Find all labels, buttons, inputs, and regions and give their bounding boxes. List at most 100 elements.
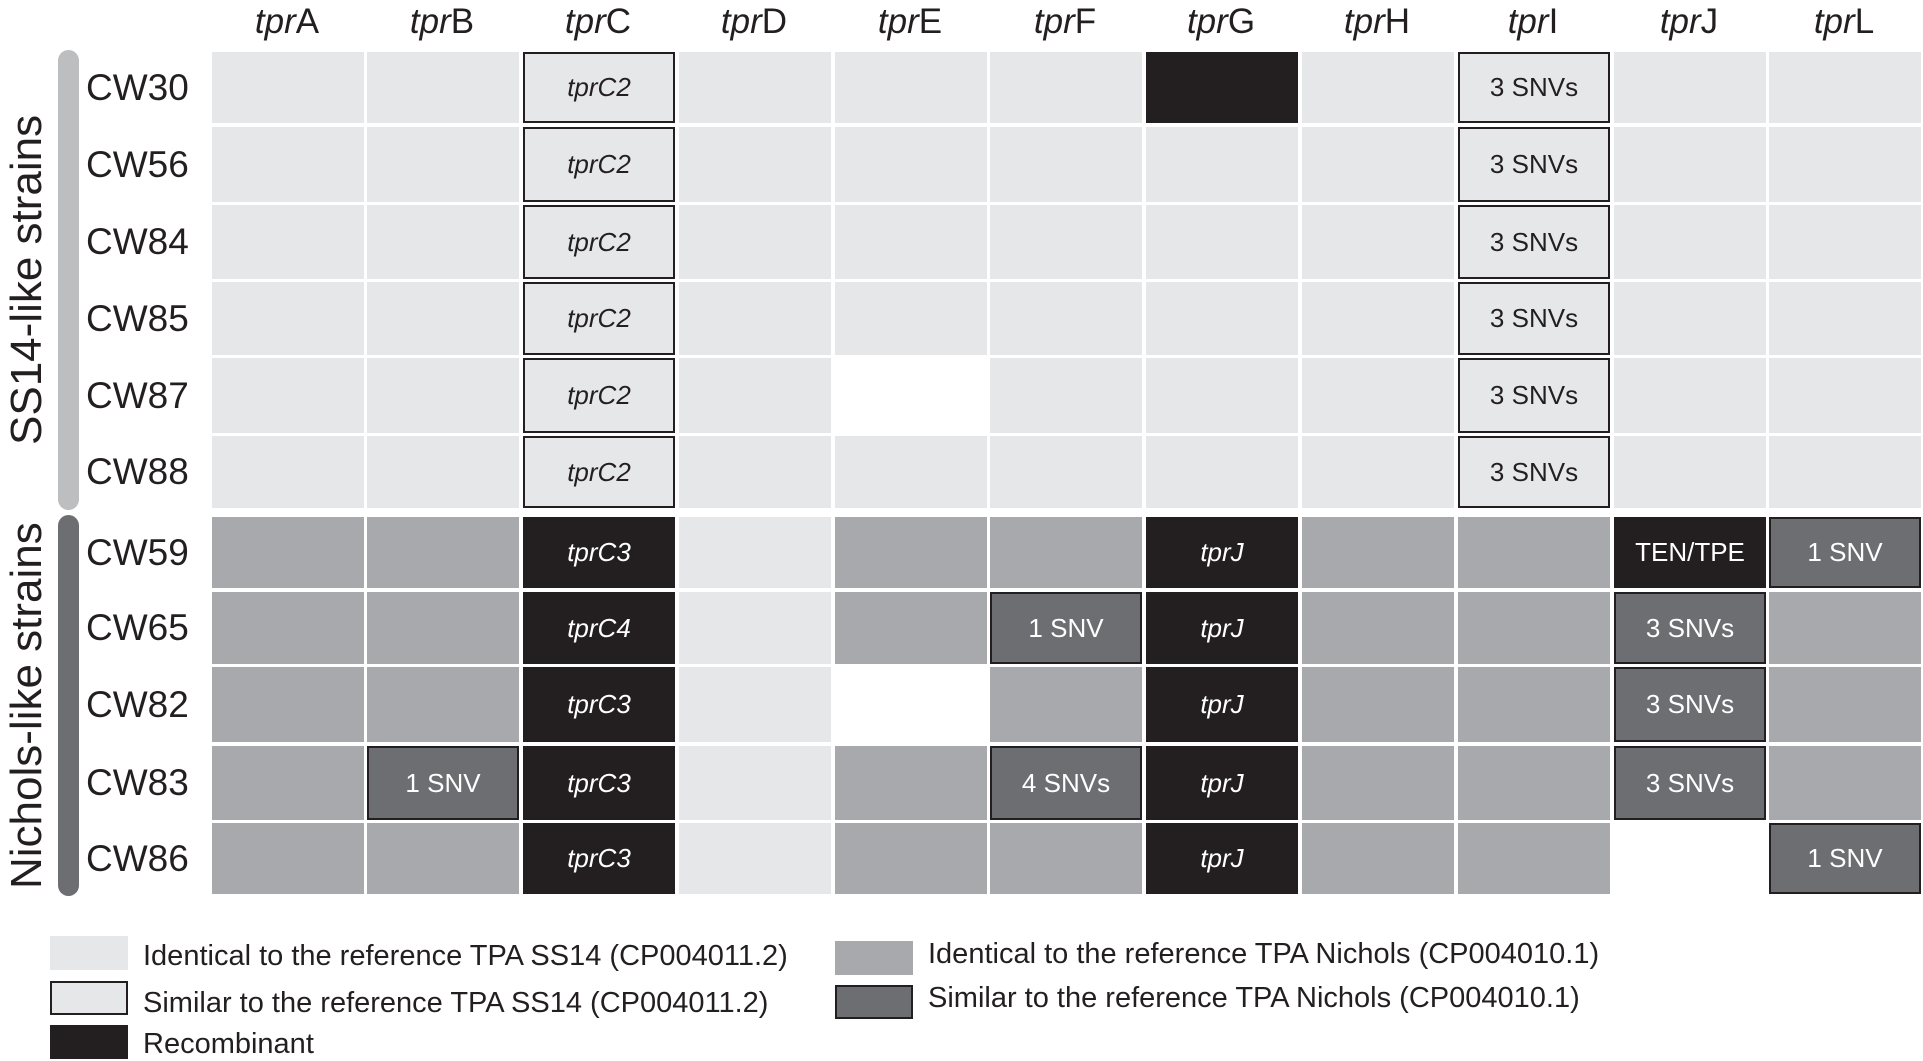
- cell-cw84-col1: [212, 205, 364, 279]
- cell-cw83-col2: 1 SNV: [367, 746, 519, 820]
- strain-label-cw88: CW88: [86, 451, 189, 492]
- cell-text: tprJ: [1200, 612, 1244, 643]
- cell-cw82-col7: tprJ: [1146, 667, 1298, 742]
- strain-label-cw82: CW82: [86, 683, 189, 725]
- cell-cw86-col1: [212, 823, 364, 894]
- cell-cw82-col1: [212, 667, 364, 742]
- cell-cw59-col11: 1 SNV: [1769, 517, 1921, 588]
- cell-text: 3 SNVs: [1489, 303, 1579, 333]
- cell-cw87-col2: [367, 358, 519, 433]
- strain-label-cw85: CW85: [86, 297, 189, 339]
- cell-cw85-col10: [1614, 282, 1766, 355]
- strain-label-cw65: CW65: [86, 607, 189, 648]
- cell-cw83-col3: tprC3: [523, 746, 675, 820]
- column-header-a: tprA: [212, 0, 362, 44]
- cell-cw87-col4: [679, 358, 831, 433]
- cell-cw30-col3: tprC2: [523, 52, 675, 123]
- cell-cw85-col1: [212, 282, 364, 355]
- column-header-suffix: D: [761, 2, 788, 41]
- cell-cw83-col8: [1302, 746, 1454, 820]
- cell-text: tprC4: [567, 612, 631, 643]
- cell-text: TEN/TPE: [1635, 537, 1745, 567]
- cell-cw59-col2: [367, 517, 519, 588]
- cell-text: 1 SNV: [405, 767, 481, 798]
- cell-text: 3 SNVs: [1645, 689, 1735, 719]
- column-header-i: tprI: [1458, 0, 1608, 44]
- cell-cw65-col7: tprJ: [1146, 592, 1298, 664]
- cell-cw65-col4: [679, 592, 831, 664]
- cell-cw65-col11: [1769, 592, 1921, 664]
- column-header-prefix: tpr: [254, 2, 296, 41]
- cell-cw84-col7: [1146, 205, 1298, 279]
- cell-cw83-col10: 3 SNVs: [1614, 746, 1766, 820]
- cell-cw87-col5: [835, 358, 987, 433]
- cell-cw86-col10: [1614, 823, 1766, 894]
- cell-cw65-col6: 1 SNV: [990, 592, 1142, 664]
- column-header-prefix: tpr: [1343, 2, 1385, 41]
- column-header-suffix: J: [1700, 2, 1719, 41]
- column-header-suffix: B: [450, 2, 475, 41]
- cell-text: tprC3: [567, 843, 631, 873]
- cell-cw82-col6: [990, 667, 1142, 742]
- cell-cw30-col8: [1302, 52, 1454, 123]
- cell-text: tprC3: [567, 689, 631, 719]
- cell-cw85-col8: [1302, 282, 1454, 355]
- cell-cw86-col6: [990, 823, 1142, 894]
- cell-cw83-col11: [1769, 746, 1921, 820]
- cell-cw56-col2: [367, 127, 519, 202]
- cell-text: tprC3: [567, 537, 631, 567]
- column-header-prefix: tpr: [1186, 2, 1228, 41]
- cell-cw65-col3: tprC4: [523, 592, 675, 664]
- legend-swatch-recombinant: [50, 1025, 128, 1059]
- column-header-h: tprH: [1302, 0, 1452, 44]
- cell-cw30-col7: [1146, 52, 1298, 123]
- cell-cw87-col7: [1146, 358, 1298, 433]
- column-header-prefix: tpr: [409, 2, 451, 41]
- cell-text: 3 SNVs: [1489, 380, 1579, 410]
- cell-cw30-col6: [990, 52, 1142, 123]
- cell-cw88-col4: [679, 436, 831, 508]
- column-header-g: tprG: [1146, 0, 1296, 44]
- cell-text: 1 SNV: [1028, 612, 1104, 643]
- column-header-suffix: H: [1384, 2, 1411, 41]
- cell-cw86-col4: [679, 823, 831, 894]
- cell-cw83-col6: 4 SNVs: [990, 746, 1142, 820]
- column-header-prefix: tpr: [1659, 2, 1701, 41]
- legend-label-nichols-similar: Similar to the reference TPA Nichols (CP…: [928, 982, 1580, 1014]
- column-header-d: tprD: [679, 0, 829, 44]
- cell-cw87-col8: [1302, 358, 1454, 433]
- cell-text: tprJ: [1200, 689, 1244, 719]
- cell-cw88-col8: [1302, 436, 1454, 508]
- cell-cw56-col4: [679, 127, 831, 202]
- cell-cw82-col5: [835, 667, 987, 742]
- cell-cw59-col9: [1458, 517, 1610, 588]
- column-header-suffix: F: [1074, 2, 1097, 41]
- legend-label-ss14-identical: Identical to the reference TPA SS14 (CP0…: [143, 940, 788, 972]
- cell-text: 1 SNV: [1807, 843, 1883, 873]
- cell-cw56-col5: [835, 127, 987, 202]
- strain-label-cw87: CW87: [86, 374, 189, 416]
- cell-cw59-col1: [212, 517, 364, 588]
- column-header-prefix: tpr: [564, 2, 606, 41]
- cell-cw84-col10: [1614, 205, 1766, 279]
- cell-cw85-col2: [367, 282, 519, 355]
- column-header-j: tprJ: [1614, 0, 1764, 44]
- column-header-suffix: L: [1854, 2, 1875, 41]
- cell-cw30-col10: [1614, 52, 1766, 123]
- cell-cw82-col2: [367, 667, 519, 742]
- cell-cw65-col5: [835, 592, 987, 664]
- column-header-e: tprE: [835, 0, 985, 44]
- cell-cw83-col1: [212, 746, 364, 820]
- cell-cw84-col2: [367, 205, 519, 279]
- cell-cw87-col11: [1769, 358, 1921, 433]
- column-header-suffix: I: [1548, 2, 1559, 41]
- cell-cw84-col11: [1769, 205, 1921, 279]
- cell-cw56-col8: [1302, 127, 1454, 202]
- cell-cw85-col9: 3 SNVs: [1458, 282, 1610, 355]
- cell-cw88-col3: tprC2: [523, 436, 675, 508]
- cell-cw59-col8: [1302, 517, 1454, 588]
- column-header-prefix: tpr: [1507, 2, 1549, 41]
- cell-cw65-col1: [212, 592, 364, 664]
- group-bar-2: [58, 515, 79, 896]
- cell-cw59-col6: [990, 517, 1142, 588]
